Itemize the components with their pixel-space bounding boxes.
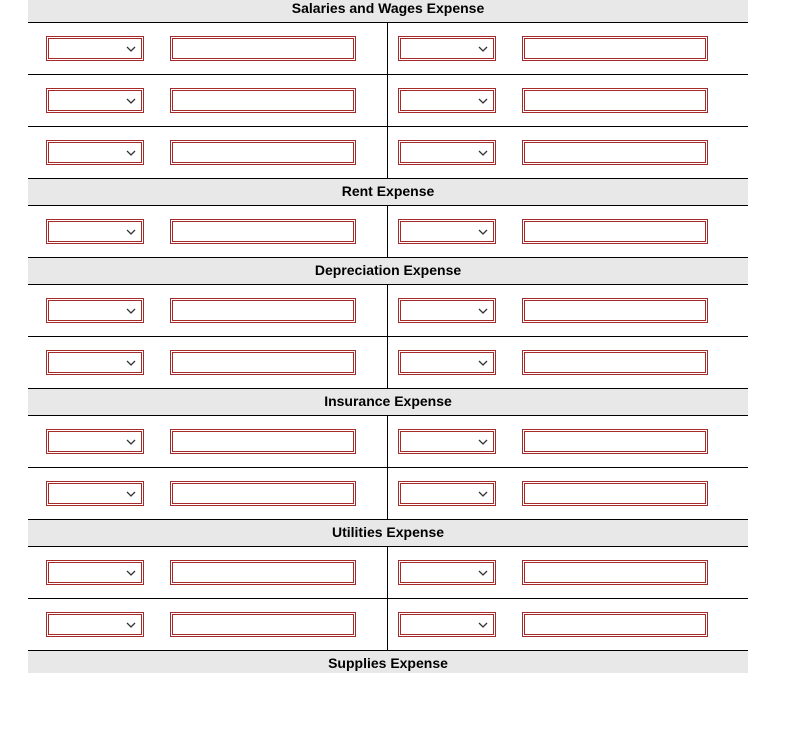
ledger-row [28,285,748,337]
credit-side [388,547,748,598]
credit-side [388,206,748,257]
debit-amount-input[interactable] [170,88,356,113]
debit-date-select[interactable] [46,350,144,375]
credit-side [388,127,748,178]
section-header: Salaries and Wages Expense [28,0,748,23]
credit-date-select[interactable] [398,429,496,454]
ledger-row [28,23,748,75]
debit-amount-input[interactable] [170,350,356,375]
credit-amount-input[interactable] [522,88,708,113]
debit-side [28,337,388,388]
debit-amount-input[interactable] [170,481,356,506]
debit-side [28,416,388,467]
debit-date-select[interactable] [46,140,144,165]
ledger-row [28,599,748,651]
ledger-row [28,468,748,520]
debit-amount-input[interactable] [170,140,356,165]
debit-amount-input[interactable] [170,36,356,61]
debit-amount-input[interactable] [170,612,356,637]
debit-date-select[interactable] [46,219,144,244]
credit-amount-input[interactable] [522,298,708,323]
credit-side [388,285,748,336]
section-header: Insurance Expense [28,389,748,416]
ledger-row [28,547,748,599]
credit-side [388,75,748,126]
credit-date-select[interactable] [398,481,496,506]
credit-amount-input[interactable] [522,560,708,585]
debit-date-select[interactable] [46,560,144,585]
credit-amount-input[interactable] [522,219,708,244]
credit-side [388,337,748,388]
debit-date-select[interactable] [46,88,144,113]
credit-date-select[interactable] [398,560,496,585]
credit-date-select[interactable] [398,350,496,375]
ledger-row [28,206,748,258]
debit-amount-input[interactable] [170,219,356,244]
credit-date-select[interactable] [398,140,496,165]
credit-date-select[interactable] [398,36,496,61]
ledger-container: Salaries and Wages Expense Rent Expense De… [28,0,748,673]
section-header: Supplies Expense [28,651,748,673]
debit-amount-input[interactable] [170,298,356,323]
section-header: Rent Expense [28,179,748,206]
debit-date-select[interactable] [46,612,144,637]
ledger-row [28,416,748,468]
debit-amount-input[interactable] [170,429,356,454]
debit-date-select[interactable] [46,36,144,61]
debit-side [28,547,388,598]
section-header: Depreciation Expense [28,258,748,285]
debit-date-select[interactable] [46,429,144,454]
debit-side [28,599,388,650]
credit-amount-input[interactable] [522,481,708,506]
credit-side [388,23,748,74]
credit-amount-input[interactable] [522,36,708,61]
credit-side [388,416,748,467]
credit-date-select[interactable] [398,298,496,323]
ledger-row [28,127,748,179]
debit-amount-input[interactable] [170,560,356,585]
credit-date-select[interactable] [398,219,496,244]
debit-side [28,285,388,336]
ledger-row [28,75,748,127]
credit-date-select[interactable] [398,612,496,637]
debit-side [28,127,388,178]
debit-side [28,75,388,126]
ledger-row [28,337,748,389]
credit-amount-input[interactable] [522,429,708,454]
debit-side [28,468,388,519]
credit-date-select[interactable] [398,88,496,113]
section-header: Utilities Expense [28,520,748,547]
debit-date-select[interactable] [46,298,144,323]
credit-amount-input[interactable] [522,140,708,165]
debit-side [28,23,388,74]
credit-amount-input[interactable] [522,350,708,375]
debit-date-select[interactable] [46,481,144,506]
debit-side [28,206,388,257]
credit-side [388,468,748,519]
credit-side [388,599,748,650]
credit-amount-input[interactable] [522,612,708,637]
